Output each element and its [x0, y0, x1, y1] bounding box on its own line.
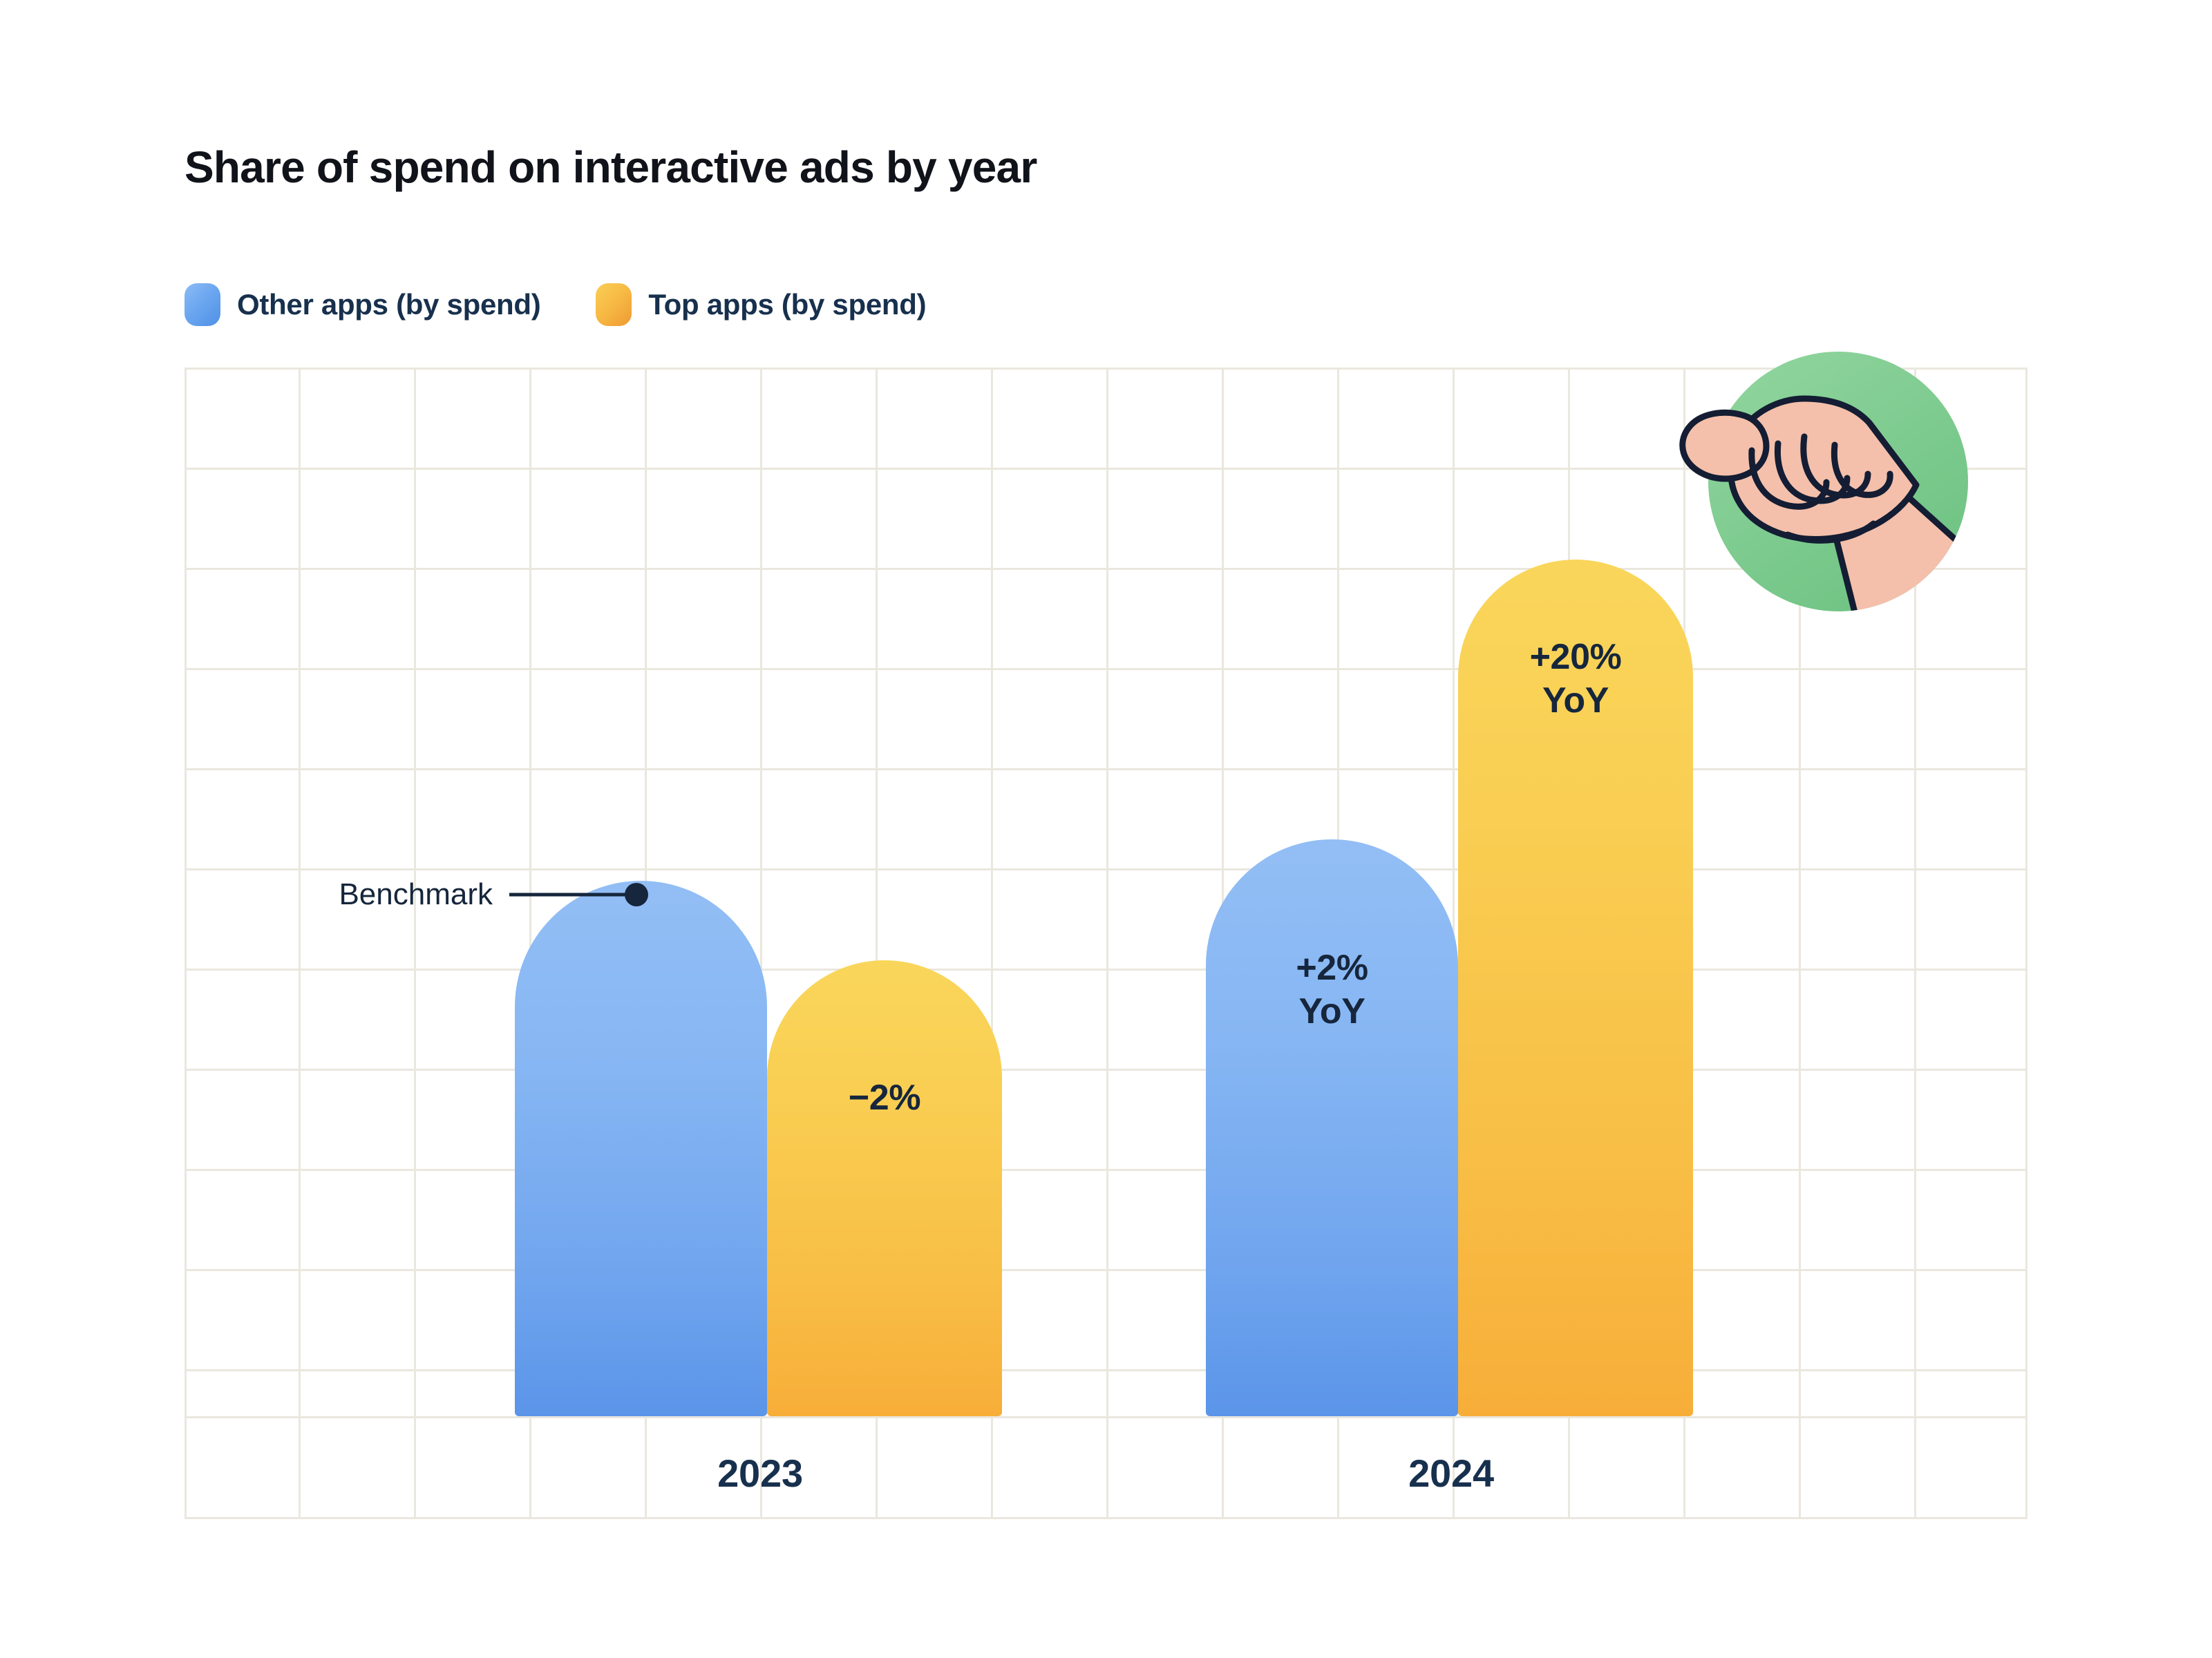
bar-2024-top-apps[interactable]: +20% YoY [1458, 560, 1693, 1416]
legend-swatch-top-apps [596, 283, 632, 326]
bar-label-2024-top-apps: +20% YoY [1529, 637, 1622, 721]
pointing-hand-badge [1679, 340, 1980, 623]
bars-group: −2% +2% YoY +20% YoY [185, 368, 2027, 1519]
pointing-hand-icon [1679, 352, 1968, 611]
bar-2024-other-apps[interactable]: +2% YoY [1206, 839, 1458, 1416]
chart-legend: Other apps (by spend) Top apps (by spend… [185, 283, 927, 326]
legend-item-top-apps[interactable]: Top apps (by spend) [596, 283, 927, 326]
legend-swatch-other-apps [185, 283, 220, 326]
legend-label-top-apps: Top apps (by spend) [648, 288, 927, 321]
bar-label-2023-top-apps: −2% [848, 1078, 921, 1118]
bar-2023-top-apps[interactable]: −2% [767, 960, 1002, 1416]
x-axis-tick-2024: 2024 [1408, 1451, 1494, 1495]
legend-label-other-apps: Other apps (by spend) [237, 288, 541, 321]
x-axis-tick-2023: 2023 [717, 1451, 803, 1495]
bar-label-2024-other-apps: +2% YoY [1296, 948, 1368, 1032]
legend-item-other-apps[interactable]: Other apps (by spend) [185, 283, 541, 326]
page-title: Share of spend on interactive ads by yea… [185, 142, 1037, 192]
plot-area: −2% +2% YoY +20% YoY Benchmark 2023 2024 [185, 368, 2027, 1519]
bar-2023-other-apps[interactable] [515, 881, 767, 1416]
